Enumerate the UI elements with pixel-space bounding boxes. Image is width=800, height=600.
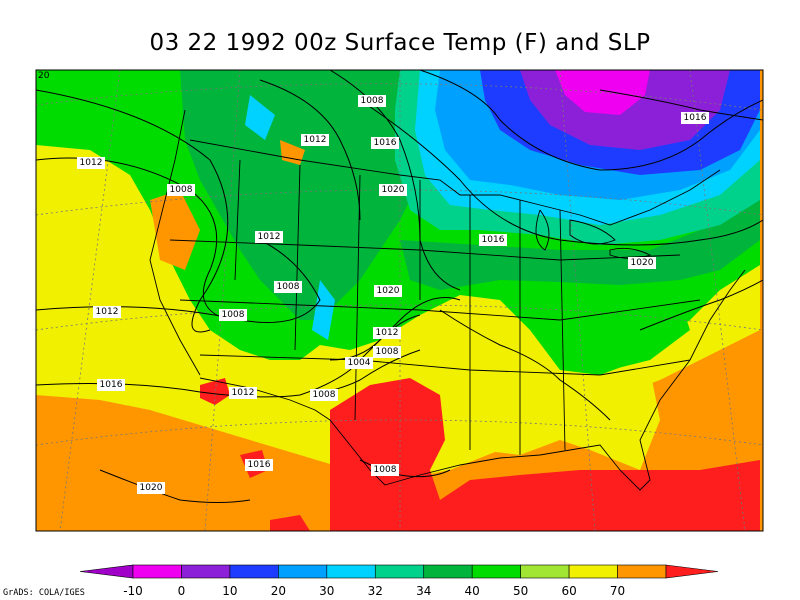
map-title: 03 22 1992 00z Surface Temp (F) and SLP <box>149 30 651 56</box>
isobar-label: 1016 <box>248 460 271 470</box>
colorbar-segment <box>423 564 473 579</box>
isobar-label: 1004 <box>348 358 371 368</box>
credit-text: GrADS: COLA/IGES <box>3 588 85 598</box>
isobar-label: 1012 <box>304 135 327 145</box>
colorbar-segment <box>471 564 521 579</box>
colorbar-segment <box>229 564 279 579</box>
colorbar-tick-label: 70 <box>610 584 625 598</box>
colorbar <box>79 564 719 579</box>
colorbar-tick-label: 40 <box>465 584 480 598</box>
temperature-field <box>36 70 763 531</box>
colorbar-segment <box>181 564 231 579</box>
colorbar-segment <box>132 564 182 579</box>
colorbar-segment <box>79 564 134 579</box>
isobars <box>36 70 763 503</box>
isobar-label: 1020 <box>382 185 405 195</box>
isobar-label: 1016 <box>482 235 505 245</box>
isobar-label: 1012 <box>232 388 255 398</box>
lat-lon-grid <box>36 70 763 531</box>
isobar-label: 1012 <box>258 232 281 242</box>
colorbar-tick-label: 0 <box>178 584 186 598</box>
isobar-label: 1008 <box>361 96 384 106</box>
colorbar-segment <box>278 564 328 579</box>
isobar-label: 1020 <box>140 483 163 493</box>
colorbar-tick-label: 30 <box>319 584 334 598</box>
colorbar-segment <box>617 564 667 579</box>
isobar-label: 1008 <box>277 282 300 292</box>
colorbar-tick-label: -10 <box>123 584 143 598</box>
isobar-label: 1016 <box>374 138 397 148</box>
isobar-label: 1012 <box>96 307 119 317</box>
isobar-label: 1012 <box>80 158 103 168</box>
colorbar-tick-label: 50 <box>513 584 528 598</box>
colorbar-segment <box>520 564 570 579</box>
isobar-label: 1016 <box>684 113 707 123</box>
isobar-labels: 1008 1012 1016 1012 1008 1020 1012 1016 … <box>77 95 709 494</box>
isobar-label: 1016 <box>100 380 123 390</box>
isobar-label: 1020 <box>377 286 400 296</box>
map-frame <box>35 69 764 532</box>
colorbar-tick-label: 34 <box>416 584 431 598</box>
isobar-label: 1008 <box>313 390 336 400</box>
isobar-label: 1020 <box>631 258 654 268</box>
colorbar-segment <box>326 564 376 579</box>
colorbar-tick-label: 20 <box>271 584 286 598</box>
isobar-label: 1008 <box>376 347 399 357</box>
corner-label: 20 <box>38 71 50 81</box>
colorbar-segment <box>374 564 425 579</box>
colorbar-segment <box>665 564 719 579</box>
colorbar-labels: -10 0 10 20 30 32 34 40 50 60 70 <box>123 584 625 598</box>
colorbar-tick-label: 60 <box>561 584 576 598</box>
isobar-label: 1008 <box>222 310 245 320</box>
isobar-label: 1008 <box>374 465 397 475</box>
colorbar-tick-label: 32 <box>368 584 383 598</box>
isobar-label: 1012 <box>376 328 399 338</box>
colorbar-segment <box>568 564 618 579</box>
isobar-label: 1008 <box>170 185 193 195</box>
colorbar-tick-label: 10 <box>222 584 237 598</box>
